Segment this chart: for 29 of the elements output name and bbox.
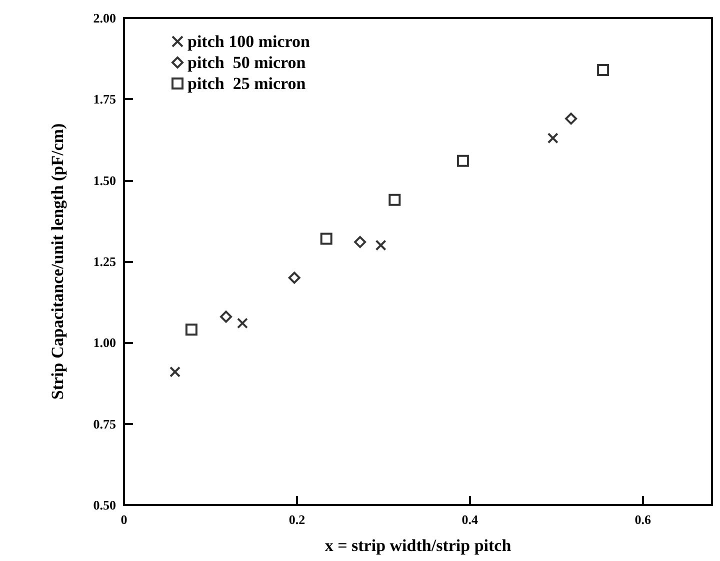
y-axis-title: Strip Capacitance/unit length (pF/cm)	[48, 123, 67, 400]
x-tick-label: 0.4	[462, 512, 479, 527]
x-tick-label: 0.6	[634, 512, 652, 527]
legend-label: pitch 100 micron	[188, 32, 311, 51]
legend-label: pitch 25 micron	[188, 74, 306, 93]
y-tick-label: 1.00	[93, 335, 116, 350]
point	[236, 318, 248, 329]
point	[354, 236, 366, 248]
point	[565, 112, 578, 125]
y-tick-label: 0.75	[93, 416, 116, 432]
point	[547, 132, 558, 144]
point	[456, 154, 469, 167]
point	[320, 232, 332, 245]
point	[220, 310, 232, 323]
y-tick-label: 2.00	[93, 10, 116, 26]
x-axis-title: x = strip width/strip pitch	[324, 536, 512, 555]
y-tick-label: 1.50	[93, 172, 116, 188]
point	[288, 272, 300, 284]
point	[597, 64, 610, 76]
point	[388, 194, 401, 206]
point	[170, 366, 181, 378]
y-tick-label: 1.75	[93, 92, 116, 107]
legend-label: pitch 50 micron	[188, 53, 306, 72]
y-tick-label: 1.25	[93, 254, 116, 269]
x-tick-label: 0	[120, 512, 128, 527]
point	[375, 240, 386, 251]
y-tick-label: 0.50	[93, 498, 116, 512]
x-tick-label: 0.2	[288, 512, 306, 527]
point	[185, 324, 198, 336]
